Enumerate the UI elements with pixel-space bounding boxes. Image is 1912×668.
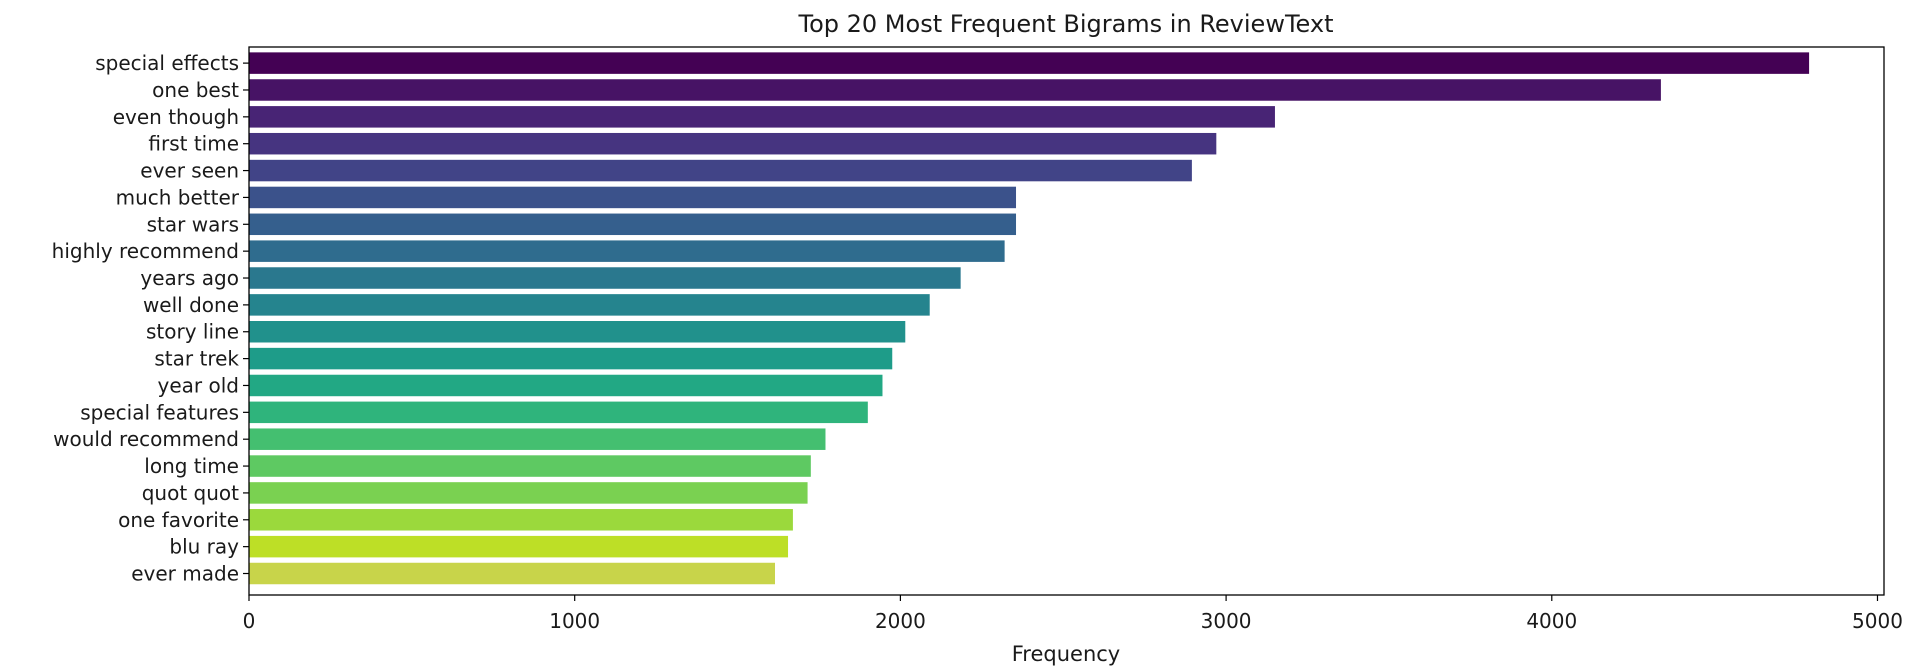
bar-star-wars xyxy=(249,213,1017,236)
y-tick-label: year old xyxy=(158,373,239,397)
bar-long-time xyxy=(249,455,811,477)
chart-title: Top 20 Most Frequent Bigrams in ReviewTe… xyxy=(798,10,1334,38)
bar-one-favorite xyxy=(249,509,793,531)
bar-would-recommend xyxy=(249,428,826,450)
bar-blu-ray xyxy=(249,535,789,558)
y-tick-label: quot quot xyxy=(142,481,239,505)
y-tick-label: star wars xyxy=(147,212,239,236)
y-tick-label: story line xyxy=(146,320,239,344)
bar-much-better xyxy=(249,186,1017,209)
bar-years-ago xyxy=(249,267,961,289)
bar-special-features xyxy=(249,401,868,424)
bar-one-best xyxy=(249,79,1661,101)
bar-quot-quot xyxy=(249,482,808,504)
bar-highly-recommend xyxy=(249,240,1005,262)
y-tick-label: much better xyxy=(116,185,240,209)
bars-group xyxy=(249,52,1810,585)
y-tick-label: ever seen xyxy=(140,159,239,183)
y-tick-label: first time xyxy=(148,132,239,156)
y-tick-label: ever made xyxy=(131,562,239,586)
x-tick-label: 3000 xyxy=(1201,609,1252,633)
bar-year-old xyxy=(249,374,883,397)
y-tick-label: highly recommend xyxy=(52,239,239,263)
x-axis-label: Frequency xyxy=(1012,642,1121,666)
plot-frame xyxy=(248,46,1885,596)
y-tick-label: one favorite xyxy=(118,508,239,532)
y-tick-label: special features xyxy=(80,400,239,424)
y-tick-label: would recommend xyxy=(53,427,239,451)
y-tick-labels: special effects one best even though first … xyxy=(52,51,249,586)
y-tick-label: star trek xyxy=(154,347,239,371)
y-tick-label: long time xyxy=(144,454,239,478)
y-tick-label: even though xyxy=(113,105,239,129)
bar-first-time xyxy=(249,132,1217,155)
bar-even-though xyxy=(249,106,1275,128)
y-tick-label: years ago xyxy=(140,266,239,290)
x-tick-label: 0 xyxy=(243,609,256,633)
bar-ever-made xyxy=(249,562,775,585)
x-tick-label: 4000 xyxy=(1526,609,1577,633)
bar-star-trek xyxy=(249,347,893,370)
bar-well-done xyxy=(249,294,930,316)
bar-story-line xyxy=(249,321,906,343)
x-tick-label: 1000 xyxy=(549,609,600,633)
bar-special-effects xyxy=(249,52,1810,74)
bar-ever-seen xyxy=(249,159,1192,182)
x-ticks: 0 1000 2000 3000 4000 5000 xyxy=(243,595,1903,633)
x-tick-label: 2000 xyxy=(875,609,926,633)
y-tick-label: one best xyxy=(152,78,239,102)
y-tick-label: special effects xyxy=(95,51,239,75)
y-tick-label: blu ray xyxy=(169,535,239,559)
x-tick-label: 5000 xyxy=(1852,609,1903,633)
y-tick-label: well done xyxy=(143,293,239,317)
